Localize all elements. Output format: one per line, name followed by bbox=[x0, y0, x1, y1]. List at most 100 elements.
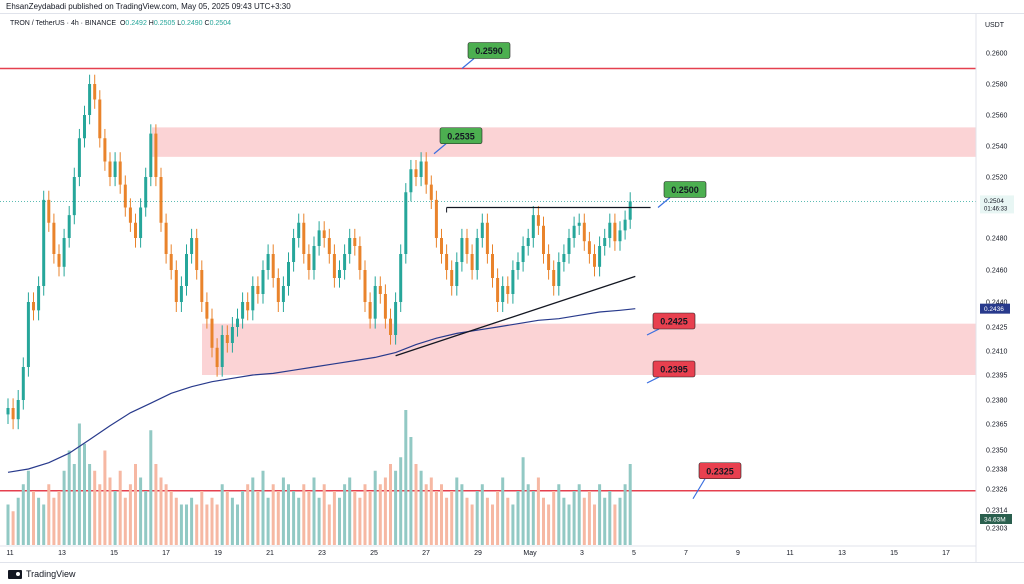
annotation-label-box bbox=[439, 127, 483, 145]
annotation-label: 0.2425 bbox=[660, 317, 688, 327]
volume-bar bbox=[511, 504, 515, 545]
volume-bar bbox=[485, 497, 489, 545]
y-tick-label: 0.2580 bbox=[986, 82, 1008, 89]
x-tick-label: May bbox=[523, 550, 537, 557]
horizontal-lines-layer bbox=[0, 67, 976, 492]
x-tick-label: 5 bbox=[632, 550, 636, 557]
annotation-label-box bbox=[467, 42, 511, 59]
candle-body bbox=[327, 238, 331, 254]
volume-bar bbox=[455, 477, 459, 545]
volume-bar bbox=[419, 470, 423, 545]
volume-bar bbox=[424, 484, 428, 545]
volume-bar bbox=[47, 484, 51, 545]
volume-bar bbox=[302, 484, 306, 545]
x-tick-label: 29 bbox=[474, 550, 482, 557]
close-label: C bbox=[204, 20, 210, 27]
volume-bar bbox=[128, 484, 132, 545]
candle-body bbox=[32, 302, 35, 311]
volume-bar bbox=[108, 477, 112, 545]
candle-body bbox=[190, 238, 194, 254]
tradingview-logo[interactable]: TradingView bbox=[8, 569, 76, 579]
candle-body bbox=[562, 254, 566, 262]
volume-bar bbox=[628, 464, 632, 545]
x-axis: 11 13 15 17 19 21 23 25 27 29 May 3 5 7 9 11 13 15 17 bbox=[0, 545, 976, 557]
volume-bar bbox=[11, 511, 15, 545]
volume-bar bbox=[185, 504, 188, 545]
volume-bar bbox=[72, 464, 76, 545]
y-tick-label: 0.2350 bbox=[986, 448, 1008, 455]
volume-bar bbox=[542, 497, 545, 545]
volume-bar bbox=[261, 470, 265, 545]
symbol-name[interactable]: TRON / TetherUS · 4h · BINANCE bbox=[10, 20, 117, 27]
candle-body bbox=[404, 192, 408, 254]
candle-body bbox=[225, 335, 229, 343]
volume-bar bbox=[83, 443, 86, 545]
annotation-label-box bbox=[663, 181, 707, 198]
volume-bar bbox=[348, 477, 352, 545]
volume-bar bbox=[383, 477, 387, 545]
candle-body bbox=[210, 318, 214, 348]
y-tick-label: 0.2410 bbox=[986, 349, 1008, 356]
candle-body bbox=[358, 246, 362, 270]
volume-bar bbox=[297, 497, 301, 545]
candle-body bbox=[241, 302, 245, 319]
volume-bar bbox=[113, 491, 117, 545]
price-chart[interactable]: 0.2590 0.2535 0.2500 0.2425 0.2395 0.2325 0.2… bbox=[0, 14, 1024, 562]
candle-body bbox=[83, 115, 86, 139]
volume-bar bbox=[547, 504, 551, 545]
candle-body bbox=[77, 138, 81, 177]
candle-body bbox=[343, 254, 347, 270]
candle-body bbox=[134, 222, 137, 238]
candle-body bbox=[215, 347, 219, 367]
candle-body bbox=[526, 238, 530, 246]
candle-body bbox=[603, 238, 607, 246]
candle-body bbox=[475, 238, 479, 270]
high-value: 0.2505 bbox=[153, 20, 176, 27]
volume-bar bbox=[587, 491, 591, 545]
x-tick-label: 15 bbox=[110, 550, 118, 557]
volume-bar bbox=[144, 491, 148, 545]
volume-bar bbox=[363, 484, 367, 545]
moving-average-layer bbox=[7, 308, 636, 473]
volume-bar bbox=[266, 497, 270, 545]
volume-bar bbox=[123, 497, 127, 545]
volume-tag-box bbox=[980, 514, 1012, 524]
candle-body bbox=[424, 161, 428, 185]
candle-body bbox=[93, 84, 97, 100]
candle-body bbox=[144, 177, 148, 208]
candle-body bbox=[118, 161, 122, 185]
candle-body bbox=[88, 84, 92, 115]
volume-bar bbox=[404, 410, 408, 545]
x-tick-label: 13 bbox=[58, 550, 66, 557]
volume-bar bbox=[62, 470, 66, 545]
candle-body bbox=[557, 262, 561, 286]
candle-body bbox=[317, 230, 321, 246]
volume-bar bbox=[598, 484, 602, 545]
moving-average-line bbox=[7, 308, 636, 473]
candle-body bbox=[149, 133, 153, 177]
candle-body bbox=[322, 230, 326, 238]
candle-body bbox=[139, 207, 143, 238]
annotations-layer: 0.2590 0.2535 0.2500 0.2425 0.2395 0.2325 bbox=[433, 42, 742, 500]
candle-body bbox=[434, 199, 438, 238]
candle-body bbox=[113, 161, 117, 177]
high-label: H bbox=[148, 20, 154, 27]
volume-bar bbox=[93, 470, 97, 545]
volume-bar bbox=[593, 504, 596, 545]
candle-body bbox=[587, 241, 591, 254]
candle-body bbox=[281, 286, 285, 302]
volume-bar bbox=[134, 464, 137, 545]
candle-body bbox=[536, 215, 540, 226]
x-tick-label: 27 bbox=[422, 550, 430, 557]
low-label: L bbox=[177, 20, 182, 27]
annotation-label-box bbox=[652, 312, 696, 330]
candle-body bbox=[47, 199, 51, 223]
x-tick-label: 23 bbox=[318, 550, 326, 557]
volume-bar bbox=[139, 477, 143, 545]
candle-body bbox=[491, 254, 494, 278]
candle-body bbox=[460, 238, 464, 262]
candle-body bbox=[26, 302, 30, 367]
volume-bar bbox=[241, 491, 245, 545]
candle-body bbox=[11, 408, 15, 420]
candle-body bbox=[582, 222, 586, 242]
